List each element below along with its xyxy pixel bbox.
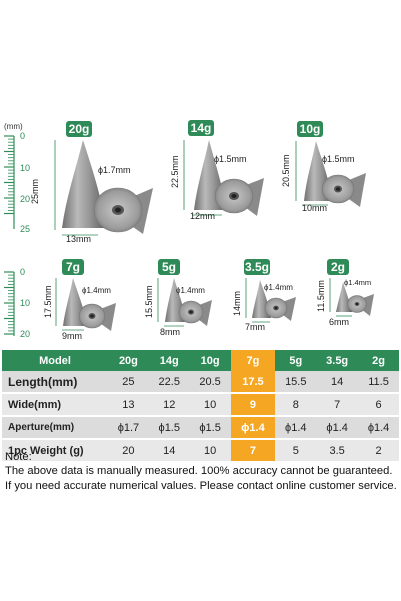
table-cell-highlight: 7 [230,439,276,463]
table-header-cell: 5g [275,350,317,371]
badge-10g: 10g [297,121,323,137]
table-header-cell: 20g [108,350,149,371]
length-2g: 11.5mm [316,280,326,312]
row-label-wide: Wide(mm) [2,393,108,417]
aperture-2g: ϕ1.4mm [344,278,372,287]
length-5g: 15.5mm [144,285,154,318]
table-row: Aperture(mm) ϕ1.7 ϕ1.5 ϕ1.5 ϕ1.4 ϕ1.4 ϕ1… [2,416,399,440]
table-header-cell: 3.5g [316,350,359,371]
table-cell: ϕ1.4 [316,416,359,440]
aperture-3-5g: ϕ1.4mm [264,283,293,292]
table-cell: ϕ1.4 [358,416,399,440]
sinker-7g-image [55,278,116,331]
row-label-length: Length(mm) [2,371,108,394]
badge-5g: 5g [158,259,180,275]
table-row: Wide(mm) 13 12 10 9 8 7 6 [2,393,399,417]
width-5g: 8mm [160,327,180,337]
table-cell-highlight: ϕ1.4 [230,416,276,440]
badge-20g: 20g [66,121,92,137]
table-cell: 20.5 [189,371,231,394]
table-cell: 15.5 [275,371,317,394]
length-14g: 22.5mm [170,155,180,188]
width-7g: 9mm [62,331,82,341]
table-cell: 3.5 [316,439,359,463]
table-cell: 6 [358,393,399,417]
width-2g: 6mm [329,317,349,327]
sinker-14g-image [183,140,264,216]
ruler-unit-label: (mm) [4,122,23,131]
aperture-5g: ϕ1.4mm [176,286,205,295]
ruler-label-10-lower: 10 [20,298,31,308]
table-cell: 14 [316,371,359,394]
table-row: 1pc Weight (g) 20 14 10 7 5 3.5 2 [2,439,399,463]
table-cell: 11.5 [358,371,399,394]
aperture-10g: ϕ1.5mm [322,154,355,164]
table-cell: 8 [275,393,317,417]
aperture-7g: ϕ1.4mm [82,286,111,295]
table-cell: 20 [108,439,149,463]
table-cell: ϕ1.5 [189,416,231,440]
table-cell: 10 [189,393,231,417]
sinker-3-5g-image [245,278,296,323]
bottom-ruler [4,271,15,336]
badge-2g: 2g [327,259,349,275]
table-cell: ϕ1.4 [275,416,317,440]
table-cell: 12 [148,393,190,417]
length-7g: 17.5mm [43,285,53,318]
length-10g: 20.5mm [281,154,291,187]
aperture-14g: ϕ1.5mm [214,154,247,164]
table-cell: 5 [275,439,317,463]
ruler-label-25: 25 [20,224,31,234]
sinker-2g-image [329,278,374,317]
note-line-1: The above data is manually measured. 100… [5,465,393,477]
length-20g: 25mm [30,178,40,204]
table-header-cell-highlight: 7g [230,350,276,371]
ruler-label-20: 20 [20,194,31,204]
ruler-label-0: 0 [20,131,26,141]
ruler-label-0-lower: 0 [20,267,26,277]
width-20g: 13mm [66,234,92,244]
table-cell: 25 [108,371,149,394]
table-row: Length(mm) 25 22.5 20.5 17.5 15.5 14 11.… [2,371,399,394]
table-header-row: Model 20g 14g 10g 7g 5g 3.5g 2g [2,350,399,371]
table-cell: 7 [316,393,359,417]
note-line-2: If you need accurate numerical values. P… [5,480,397,492]
badge-3-5g: 3.5g [244,259,270,275]
ruler-label-10: 10 [20,163,31,173]
table-header-cell: 10g [189,350,231,371]
table-cell: 13 [108,393,149,417]
note-heading: Note: [5,451,32,463]
length-3-5g: 14mm [232,290,242,316]
badge-14g: 14g [188,120,214,136]
table-cell: 14 [148,439,190,463]
badge-7g: 7g [62,259,84,275]
sinker-5g-image [157,278,212,327]
table-header-cell: Model [2,350,108,371]
aperture-20g: ϕ1.7mm [98,165,131,175]
width-10g: 10mm [302,203,328,213]
row-label-weight: 1pc Weight (g) [2,439,108,463]
sinker-10g-image [295,141,366,207]
table-header-cell: 2g [358,350,399,371]
row-label-aperture: Aperture(mm) [2,416,108,440]
width-3-5g: 7mm [245,322,265,332]
table-cell-highlight: 17.5 [230,371,276,394]
top-ruler [4,135,15,229]
table-cell: 22.5 [148,371,190,394]
table-cell: 10 [189,439,231,463]
table-cell: ϕ1.5 [148,416,190,440]
width-14g: 12mm [190,211,216,221]
table-cell: ϕ1.7 [108,416,149,440]
table-cell: 2 [358,439,399,463]
sinker-20g-image [54,140,153,236]
spec-table: Model 20g 14g 10g 7g 5g 3.5g 2g Length(m… [2,350,399,463]
ruler-label-20-lower: 20 [20,329,31,339]
table-cell-highlight: 9 [230,393,276,417]
table-header-cell: 14g [148,350,190,371]
